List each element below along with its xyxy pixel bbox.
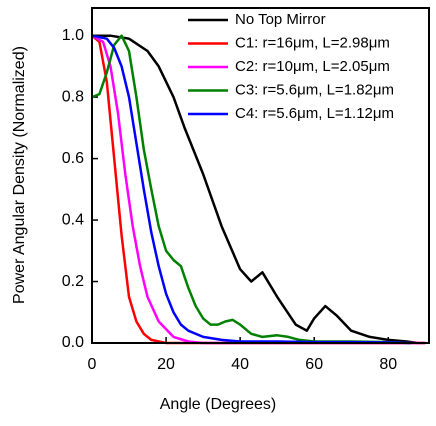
data-line — [92, 34, 419, 345]
y-tick-label: 0.4 — [62, 211, 84, 228]
data-line — [91, 34, 411, 345]
x-tick-label: 20 — [157, 356, 175, 373]
y-tick-label: 1.0 — [62, 27, 84, 44]
data-line — [91, 34, 411, 345]
y-tick-label: 0.8 — [62, 88, 84, 105]
x-axis-label: Angle (Degrees) — [160, 396, 277, 413]
legend-label: C2: r=10μm, L=2.05μm — [235, 58, 390, 75]
x-tick-label: 40 — [231, 356, 249, 373]
y-tick-label: 0.0 — [62, 334, 84, 351]
legend-label: C3: r=5.6μm, L=1.82μm — [235, 81, 394, 98]
data-line — [91, 34, 426, 345]
legend-label: C4: r=5.6μm, L=1.12μm — [235, 105, 394, 122]
legend-label: No Top Mirror — [235, 11, 326, 28]
y-tick-label: 0.6 — [62, 150, 84, 167]
x-tick-label: 0 — [88, 356, 97, 373]
plot-frame — [91, 7, 430, 344]
legend-label: C1: r=16μm, L=2.98μm — [235, 34, 390, 51]
y-axis-label: Power Angular Density (Normalized) — [11, 46, 28, 304]
x-tick-label: 60 — [305, 356, 323, 373]
data-line — [91, 34, 426, 345]
x-tick-label: 80 — [379, 356, 397, 373]
y-tick-label: 0.2 — [62, 273, 84, 290]
